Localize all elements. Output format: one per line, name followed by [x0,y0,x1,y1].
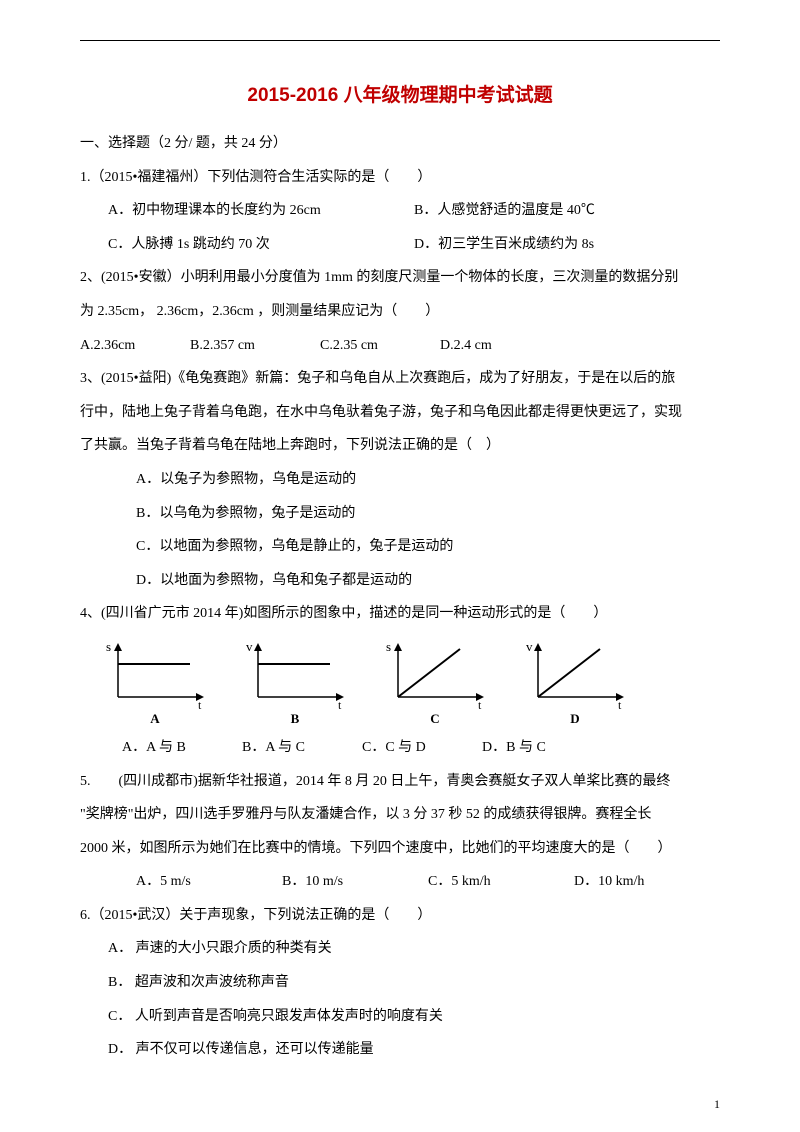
q3-opt-d: D．以地面为参照物，乌龟和兔子都是运动的 [80,564,720,598]
graph-d-ylabel: v [526,639,533,654]
q2-stem1: 2、(2015•安徽）小明利用最小分度值为 1mm 的刻度尺测量一个物体的长度，… [80,261,720,295]
q5-opt-c: C．5 km/h [428,865,574,899]
graph-b-label: B [291,711,300,727]
section-heading: 一、选择题（2 分/ 题，共 24 分） [80,127,720,161]
q2-opts: A.2.36cm B.2.357 cm C.2.35 cm D.2.4 cm [80,329,720,363]
q4-opts: A．A 与 B B．A 与 C C．C 与 D D．B 与 C [80,731,720,765]
q4-opt-a: A．A 与 B [122,731,242,765]
q1-opt-b: B．人感觉舒适的温度是 40℃ [414,194,720,228]
q5-opt-b: B．10 m/s [282,865,428,899]
graph-a: s t A [100,639,210,727]
q1-row1: A．初中物理课本的长度约为 26cm B．人感觉舒适的温度是 40℃ [80,194,720,228]
svg-text:t: t [478,698,482,709]
page-number: 1 [714,1097,720,1112]
q4-opt-b: B．A 与 C [242,731,362,765]
graph-c: s t C [380,639,490,727]
q5-stem3: 2000 米，如图所示为她们在比赛中的情境。下列四个速度中，比她们的平均速度大的… [80,832,720,866]
q3-opt-a: A．以兔子为参照物，乌龟是运动的 [80,463,720,497]
q5-stem2: "奖牌榜"出炉，四川选手罗雅丹与队友潘婕合作，以 3 分 37 秒 52 的成绩… [80,798,720,832]
q5-opts: A．5 m/s B．10 m/s C．5 km/h D．10 km/h [80,865,720,899]
q4-opt-d: D．B 与 C [482,731,602,765]
q4-stem: 4、(四川省广元市 2014 年)如图所示的图象中，描述的是同一种运动形式的是（… [80,597,720,631]
svg-text:t: t [338,698,342,709]
q1-stem: 1.（2015•福建福州）下列估测符合生活实际的是（ ） [80,161,720,195]
graph-d-label: D [570,711,579,727]
q6-stem: 6.（2015•武汉）关于声现象，下列说法正确的是（ ） [80,899,720,933]
graph-d: v t D [520,639,630,727]
q2-opt-d: D.2.4 cm [440,329,540,363]
q2-stem2: 为 2.35cm， 2.36cm，2.36cm ，则测量结果应记为（ ） [80,295,720,329]
q3-opt-b: B．以乌龟为参照物，兔子是运动的 [80,497,720,531]
q6-opt-b: B． 超声波和次声波统称声音 [80,966,720,1000]
svg-text:t: t [618,698,622,709]
q1-opt-d: D．初三学生百米成绩约为 8s [414,228,720,262]
svg-text:t: t [198,698,202,709]
graph-b-ylabel: v [246,639,253,654]
q2-opt-c: C.2.35 cm [320,329,440,363]
header-rule [80,40,720,41]
graph-a-ylabel: s [106,639,111,654]
graph-c-label: C [430,711,439,727]
q5-opt-d: D．10 km/h [574,865,720,899]
q1-opt-a: A．初中物理课本的长度约为 26cm [108,194,414,228]
q6-opt-a: A． 声速的大小只跟介质的种类有关 [80,932,720,966]
q1-opt-c: C．人脉搏 1s 跳动约 70 次 [108,228,414,262]
q4-graphs: s t A v t B [100,639,720,727]
q5-stem1: 5. (四川成都市)据新华社报道，2014 年 8 月 20 日上午，青奥会赛艇… [80,765,720,799]
graph-b: v t B [240,639,350,727]
q5-opt-a: A．5 m/s [136,865,282,899]
q3-stem1: 3、(2015•益阳)《龟兔赛跑》新篇：兔子和乌龟自从上次赛跑后，成为了好朋友，… [80,362,720,396]
exam-page: 2015-2016 八年级物理期中考试试题 一、选择题（2 分/ 题，共 24 … [0,0,800,1132]
q3-opt-c: C．以地面为参照物，乌龟是静止的，兔子是运动的 [80,530,720,564]
page-title: 2015-2016 八年级物理期中考试试题 [80,80,720,107]
q1-row2: C．人脉搏 1s 跳动约 70 次 D．初三学生百米成绩约为 8s [80,228,720,262]
q6-opt-d: D． 声不仅可以传递信息，还可以传递能量 [80,1033,720,1067]
q2-opt-b: B.2.357 cm [190,329,320,363]
graph-c-ylabel: s [386,639,391,654]
q3-stem2: 行中，陆地上兔子背着乌龟跑，在水中乌龟驮着兔子游，兔子和乌龟因此都走得更快更远了… [80,396,720,430]
graph-a-label: A [150,711,159,727]
q3-stem3: 了共赢。当兔子背着乌龟在陆地上奔跑时，下列说法正确的是（ ） [80,429,720,463]
q6-opt-c: C． 人听到声音是否响亮只跟发声体发声时的响度有关 [80,1000,720,1034]
q4-opt-c: C．C 与 D [362,731,482,765]
q2-opt-a: A.2.36cm [80,329,190,363]
